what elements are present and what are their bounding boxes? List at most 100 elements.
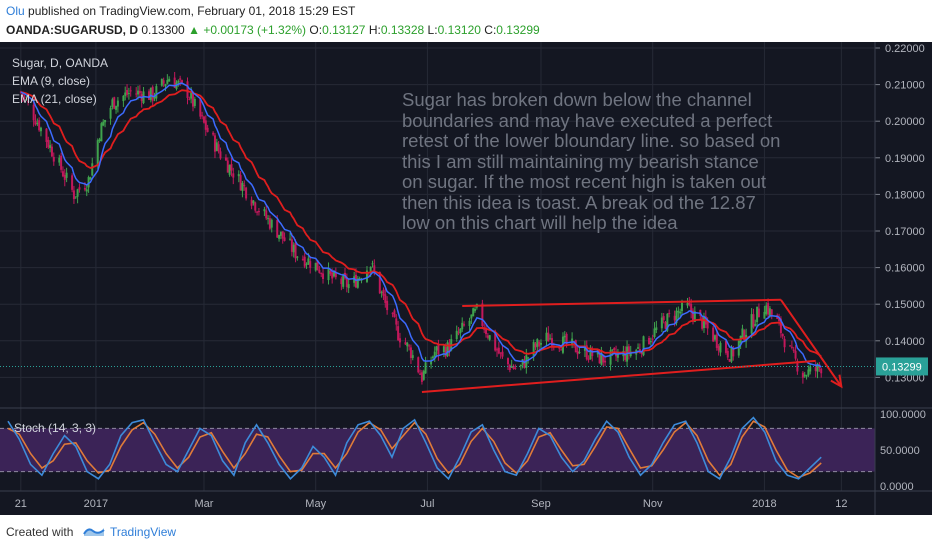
candle-up xyxy=(89,177,92,180)
candle-up xyxy=(122,95,125,102)
candle-up xyxy=(600,353,603,365)
author-link[interactable]: Olu xyxy=(6,4,25,18)
candle-down xyxy=(201,115,204,117)
candle-down xyxy=(783,338,786,348)
candle-down xyxy=(781,334,784,337)
candle-down xyxy=(767,303,770,315)
candle-down xyxy=(320,272,323,274)
candle-up xyxy=(267,218,270,220)
price-axis-background xyxy=(875,42,932,515)
price-tick-label: 0.21000 xyxy=(885,80,925,92)
candle-up xyxy=(510,366,513,368)
candle-up xyxy=(677,311,680,313)
candle-up xyxy=(39,127,42,132)
tradingview-logo-icon[interactable] xyxy=(82,522,106,540)
high-value: 0.13328 xyxy=(380,23,425,37)
candle-down xyxy=(83,188,86,190)
candle-up xyxy=(430,360,433,365)
candle-up xyxy=(435,346,438,351)
candle-down xyxy=(789,345,792,347)
candle-up xyxy=(803,374,806,377)
last-price-label: 0.13299 xyxy=(882,361,922,373)
candle-down xyxy=(230,164,233,171)
candle-down xyxy=(770,309,773,315)
candle-down xyxy=(268,218,271,229)
candle-down xyxy=(404,342,407,345)
up-triangle-icon: ▲ xyxy=(188,23,200,37)
close-label: C: xyxy=(484,23,497,37)
candle-down xyxy=(651,338,654,340)
candle-up xyxy=(679,311,682,314)
candle-down xyxy=(512,365,515,369)
candle-up xyxy=(488,335,491,340)
candle-up xyxy=(609,350,612,365)
candle-down xyxy=(281,231,284,239)
trendline xyxy=(462,298,781,308)
candle-down xyxy=(587,358,590,360)
candle-down xyxy=(301,258,304,260)
candle-down xyxy=(199,98,202,117)
candle-down xyxy=(417,357,420,373)
candle-up xyxy=(545,332,548,341)
candle-up xyxy=(215,142,218,152)
candle-up xyxy=(578,352,581,354)
candle-down xyxy=(486,335,489,338)
candle-down xyxy=(254,202,257,211)
ema21-line xyxy=(20,89,822,358)
last-price-tag xyxy=(876,357,928,376)
price-tick-label: 0.18000 xyxy=(885,189,925,201)
legend-ema21[interactable]: EMA (21, close) xyxy=(12,92,97,106)
candle-down xyxy=(437,344,440,355)
candle-up xyxy=(166,80,169,84)
candle-up xyxy=(536,339,539,347)
stoch-tick-label: 0.0000 xyxy=(880,481,914,493)
candle-up xyxy=(666,313,669,331)
candle-up xyxy=(611,349,614,351)
candle-down xyxy=(463,324,466,326)
candle-up xyxy=(91,163,94,176)
candle-down xyxy=(585,345,588,360)
candle-up xyxy=(809,366,812,372)
candle-up xyxy=(149,87,152,100)
candle-up xyxy=(642,336,645,356)
candle-up xyxy=(406,342,409,347)
annotation-text: Sugar has broken down below the channel … xyxy=(402,90,781,233)
candle-down xyxy=(662,316,665,321)
candle-down xyxy=(179,78,182,80)
candle-down xyxy=(574,340,577,353)
candle-up xyxy=(649,341,652,343)
candle-down xyxy=(796,361,799,372)
legend-ema9[interactable]: EMA (9, close) xyxy=(12,74,90,88)
candle-down xyxy=(213,135,216,152)
candle-up xyxy=(549,338,552,340)
candle-up xyxy=(177,80,180,83)
tradingview-brand[interactable]: TradingView xyxy=(110,525,177,539)
time-tick-label: 12 xyxy=(835,498,847,510)
candle-down xyxy=(186,81,189,98)
candle-down xyxy=(219,151,222,159)
grid-lines xyxy=(0,42,875,491)
candle-down xyxy=(345,277,348,287)
axes: 0.22000 0.21000 0.20000 0.19000 0.18000 0.170… xyxy=(0,43,928,510)
candle-down xyxy=(191,91,194,107)
candle-up xyxy=(160,78,163,86)
candle-down xyxy=(188,98,191,100)
chart-canvas[interactable]: 0.22000 0.21000 0.20000 0.19000 0.18000 0.170… xyxy=(0,42,932,515)
candle-down xyxy=(550,338,553,347)
legend-stoch[interactable]: Stoch (14, 3, 3) xyxy=(14,421,96,435)
candle-up xyxy=(756,306,759,323)
price-tick-label: 0.19000 xyxy=(885,153,925,165)
candle-down xyxy=(21,92,24,97)
candle-up xyxy=(686,303,689,306)
candle-down xyxy=(673,315,676,321)
candle-up xyxy=(342,275,345,287)
price-tick-label: 0.20000 xyxy=(885,116,925,128)
candle-up xyxy=(168,78,171,82)
candle-down xyxy=(717,346,720,351)
trend-arrow-icon xyxy=(830,374,843,389)
candle-down xyxy=(162,80,165,84)
candle-down xyxy=(60,155,63,170)
candle-up xyxy=(589,347,592,360)
candle-up xyxy=(442,346,445,353)
candle-down xyxy=(419,373,422,375)
